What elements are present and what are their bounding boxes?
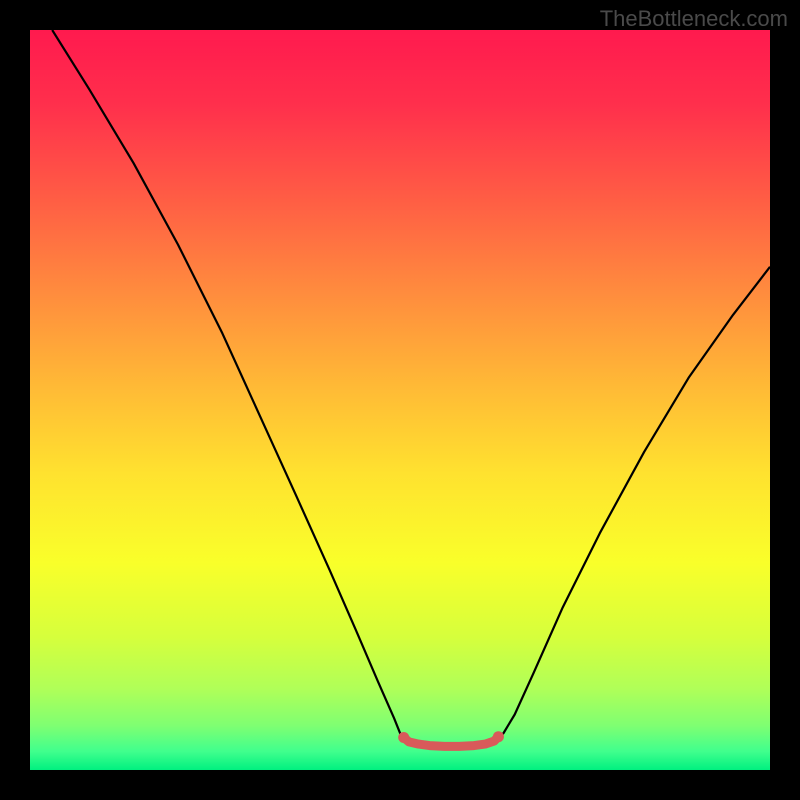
optimal-range-end-dot xyxy=(493,731,504,742)
optimal-range-marker xyxy=(404,737,499,747)
curve-layer xyxy=(30,30,770,770)
chart-container: TheBottleneck.com xyxy=(0,0,800,800)
plot-area xyxy=(30,30,770,770)
optimal-range-start-dot xyxy=(398,732,409,743)
watermark-text: TheBottleneck.com xyxy=(600,6,788,32)
bottleneck-curve xyxy=(52,30,770,747)
